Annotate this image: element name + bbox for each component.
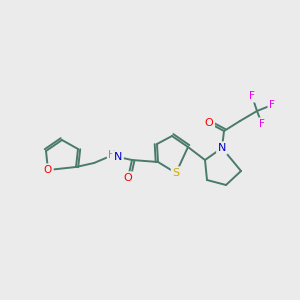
Text: N: N <box>114 152 122 162</box>
Text: F: F <box>249 91 255 101</box>
Text: O: O <box>205 118 213 128</box>
Text: O: O <box>44 165 52 175</box>
Text: S: S <box>172 168 180 178</box>
Text: H: H <box>108 150 116 160</box>
Text: O: O <box>124 173 132 183</box>
Text: F: F <box>259 119 265 129</box>
Text: N: N <box>218 143 226 153</box>
Text: F: F <box>269 100 275 110</box>
